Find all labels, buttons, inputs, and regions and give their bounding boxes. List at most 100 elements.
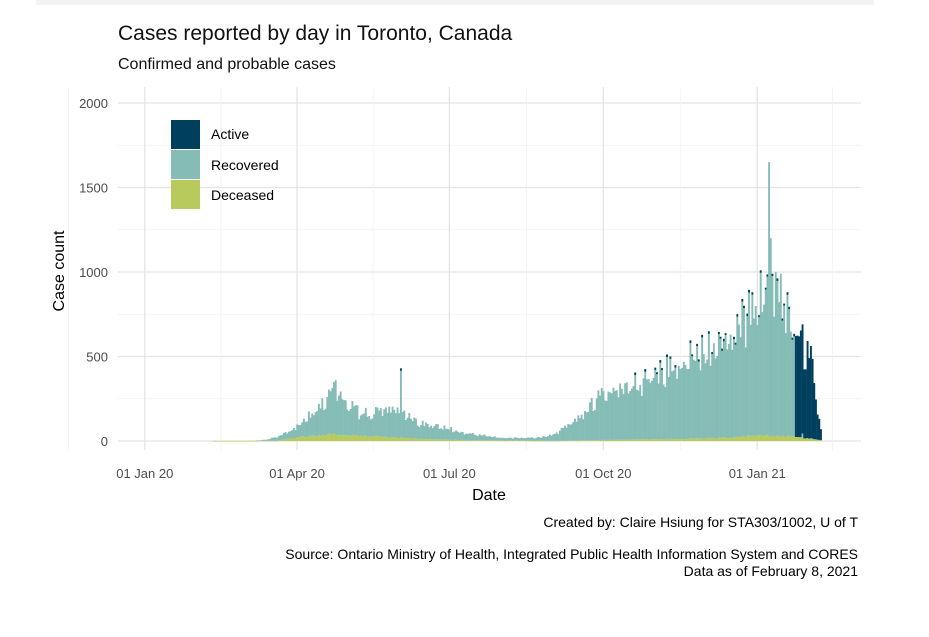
bar-recovered: [450, 427, 453, 440]
bar-active: [820, 429, 822, 441]
bar-recovered: [510, 437, 513, 441]
bar-recovered: [644, 371, 647, 440]
bar-recovered: [528, 437, 531, 441]
bar-deceased: [635, 439, 638, 441]
bar-deceased: [312, 435, 315, 441]
bar-recovered: [291, 430, 294, 439]
bar-recovered: [518, 438, 521, 441]
bar-recovered: [483, 434, 486, 441]
bar-deceased: [659, 438, 662, 441]
bar-deceased: [726, 438, 729, 441]
bar-recovered: [423, 426, 426, 440]
bar-recovered: [471, 433, 474, 441]
bar-deceased: [818, 439, 821, 441]
bar-deceased: [679, 439, 682, 441]
bar-deceased: [652, 439, 655, 441]
bar-active: [724, 333, 727, 336]
bar-recovered: [416, 425, 419, 439]
bar-recovered: [348, 411, 351, 436]
bar-deceased: [486, 440, 489, 441]
bar-deceased: [386, 437, 389, 441]
bar-deceased: [595, 440, 598, 441]
bar-deceased: [562, 440, 565, 442]
bar-deceased: [744, 437, 747, 441]
x-tick-label: 01 Jul 20: [423, 466, 476, 481]
bar-deceased: [274, 440, 277, 442]
bar-recovered: [470, 433, 473, 441]
bar-deceased: [359, 435, 362, 441]
bar-recovered: [552, 434, 555, 441]
bar-deceased: [232, 440, 235, 442]
bar-deceased: [672, 439, 675, 441]
bar-deceased: [404, 438, 407, 441]
bar-recovered: [707, 333, 710, 438]
bar-deceased: [383, 436, 386, 441]
bar-recovered: [605, 400, 608, 440]
bar-active: [803, 369, 806, 439]
bar-deceased: [215, 440, 218, 442]
bar-deceased: [789, 436, 792, 441]
bar-deceased: [682, 438, 685, 441]
bar-deceased: [627, 439, 630, 441]
bar-deceased: [610, 439, 613, 441]
bar-recovered: [657, 383, 660, 440]
bar-recovered: [669, 358, 672, 439]
legend-swatch-active: [171, 120, 200, 149]
bar-active: [721, 348, 724, 351]
bar-deceased: [714, 438, 717, 441]
bar-deceased: [286, 439, 289, 441]
bar-deceased: [706, 438, 709, 441]
bar-deceased: [743, 436, 745, 441]
bar-recovered: [525, 438, 528, 441]
bar-recovered: [441, 429, 444, 440]
bar-deceased: [287, 438, 290, 441]
bar-deceased: [600, 439, 603, 441]
bar-recovered: [277, 436, 280, 441]
bar-recovered: [719, 338, 722, 438]
bar-recovered: [640, 395, 643, 440]
bar-deceased: [580, 440, 583, 441]
bar-deceased: [784, 437, 787, 441]
bar-recovered: [517, 437, 520, 441]
bar-recovered: [722, 341, 725, 438]
bar-deceased: [466, 440, 469, 441]
bar-deceased: [716, 438, 719, 441]
bar-recovered: [783, 305, 786, 436]
bar-deceased: [542, 440, 545, 442]
bar-recovered: [766, 276, 769, 435]
bar-deceased: [734, 437, 737, 441]
bar-active: [732, 336, 735, 340]
bar-deceased: [537, 440, 540, 442]
bar-deceased: [234, 440, 237, 442]
bar-deceased: [272, 440, 275, 442]
bar-recovered: [656, 374, 658, 440]
bar-recovered: [579, 418, 581, 441]
bar-recovered: [297, 424, 300, 438]
bar-recovered: [378, 410, 381, 437]
bar-recovered: [276, 437, 279, 441]
bar-deceased: [612, 439, 615, 441]
bar-recovered: [386, 412, 389, 438]
bar-deceased: [471, 440, 474, 441]
bar-deceased: [692, 438, 695, 441]
bar-deceased: [492, 440, 494, 441]
bar-deceased: [356, 434, 359, 441]
bar-deceased: [666, 438, 668, 441]
bar-deceased: [796, 437, 799, 441]
bar-recovered: [749, 324, 752, 437]
bar-recovered: [743, 308, 745, 437]
bar-recovered: [498, 437, 501, 441]
bar-deceased: [368, 436, 371, 441]
bar-active: [654, 367, 657, 370]
bar-recovered: [324, 408, 327, 436]
bar-recovered: [396, 407, 399, 438]
bar-deceased: [249, 440, 252, 442]
bar-deceased: [235, 440, 238, 442]
bar-recovered: [473, 434, 476, 441]
bar-recovered: [617, 397, 620, 440]
bar-recovered: [769, 238, 772, 437]
bar-recovered: [480, 435, 483, 441]
bar-recovered: [580, 414, 583, 441]
bar-deceased: [348, 435, 351, 441]
bar-recovered: [726, 349, 729, 439]
